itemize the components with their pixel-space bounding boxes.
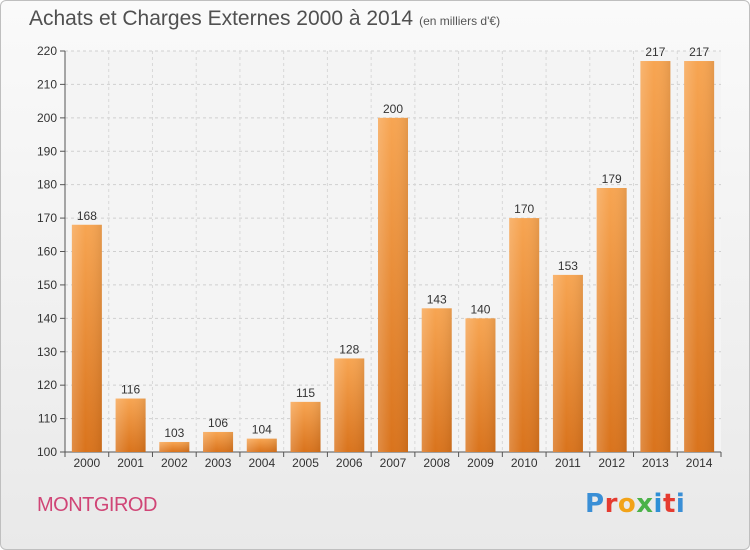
bar-shade — [421, 308, 452, 452]
y-tick-label: 190 — [37, 144, 57, 158]
y-tick-label: 150 — [37, 278, 57, 292]
logo-letter: P — [585, 489, 605, 519]
x-tick-label: 2006 — [336, 456, 363, 470]
bar-shade — [509, 218, 540, 452]
y-tick-label: 100 — [37, 445, 57, 459]
data-label: 106 — [208, 416, 228, 430]
bar-shade — [334, 358, 365, 452]
bar-shade — [640, 61, 671, 453]
data-label: 168 — [77, 209, 97, 223]
data-label: 179 — [602, 172, 622, 186]
x-tick-label: 2009 — [467, 456, 494, 470]
bar-shade — [71, 224, 102, 452]
x-tick-label: 2011 — [555, 456, 581, 470]
y-tick-label: 170 — [37, 211, 57, 225]
bar-shade — [290, 401, 321, 452]
data-label: 103 — [164, 426, 184, 440]
logo-letter: t — [662, 489, 676, 519]
x-tick-label: 2012 — [598, 456, 625, 470]
y-tick-label: 180 — [37, 178, 57, 192]
logo-letter: i — [675, 489, 686, 519]
y-tick-label: 210 — [37, 77, 57, 91]
data-label: 200 — [383, 102, 403, 116]
x-tick-label: 2002 — [161, 456, 188, 470]
chart-subtitle: (en milliers d'€) — [419, 14, 501, 28]
bar-shade — [246, 438, 277, 452]
y-tick-label: 120 — [37, 378, 57, 392]
bar-shade — [465, 318, 496, 452]
y-tick-label: 160 — [37, 245, 57, 259]
x-tick-label: 2005 — [292, 456, 319, 470]
data-label: 217 — [689, 45, 709, 59]
x-tick-label: 2013 — [642, 456, 669, 470]
chart-title-text: Achats et Charges Externes 2000 à 2014 — [29, 7, 414, 30]
data-label: 143 — [427, 292, 447, 306]
data-label: 140 — [470, 302, 490, 316]
y-tick-label: 200 — [37, 111, 57, 125]
bar-shade — [684, 61, 715, 453]
chart-title: Achats et Charges Externes 2000 à 2014 (e… — [29, 7, 500, 31]
x-tick-label: 2003 — [205, 456, 232, 470]
x-tick-label: 2010 — [511, 456, 538, 470]
x-tick-label: 2000 — [74, 456, 101, 470]
bar-shade — [115, 398, 146, 452]
bar-shade — [552, 274, 583, 452]
bar-shade — [159, 441, 190, 452]
bar-shade — [378, 117, 408, 452]
y-tick-label: 110 — [38, 412, 57, 426]
data-label: 116 — [121, 383, 140, 397]
data-label: 153 — [558, 259, 578, 273]
data-label: 128 — [339, 342, 359, 356]
data-label: 115 — [296, 386, 315, 400]
y-tick-label: 140 — [37, 311, 57, 325]
x-tick-label: 2007 — [380, 456, 407, 470]
bar-shade — [596, 188, 627, 452]
y-tick-label: 130 — [37, 345, 57, 359]
data-label: 217 — [645, 45, 665, 59]
data-label: 104 — [252, 423, 272, 437]
y-tick-label: 220 — [37, 44, 57, 58]
commune-name: MONTGIROD — [37, 494, 157, 516]
bar-shade — [203, 431, 234, 452]
value-labels: 168 116 103 106 104 115 128 200 143 140 170 153 179 2… — [77, 45, 710, 440]
x-tick-label: 2008 — [423, 456, 450, 470]
x-tick-label: 2004 — [248, 456, 275, 470]
x-tick-label: 2014 — [686, 456, 713, 470]
logo-letter: x — [636, 489, 654, 519]
bars — [71, 61, 715, 453]
logo-letter: r — [604, 489, 618, 519]
logo-letter: o — [617, 489, 637, 519]
logo-letter: i — [653, 489, 663, 519]
x-tick-label: 2001 — [117, 456, 144, 470]
proxiti-logo: Proxiti — [585, 489, 685, 519]
data-label: 170 — [514, 202, 534, 216]
